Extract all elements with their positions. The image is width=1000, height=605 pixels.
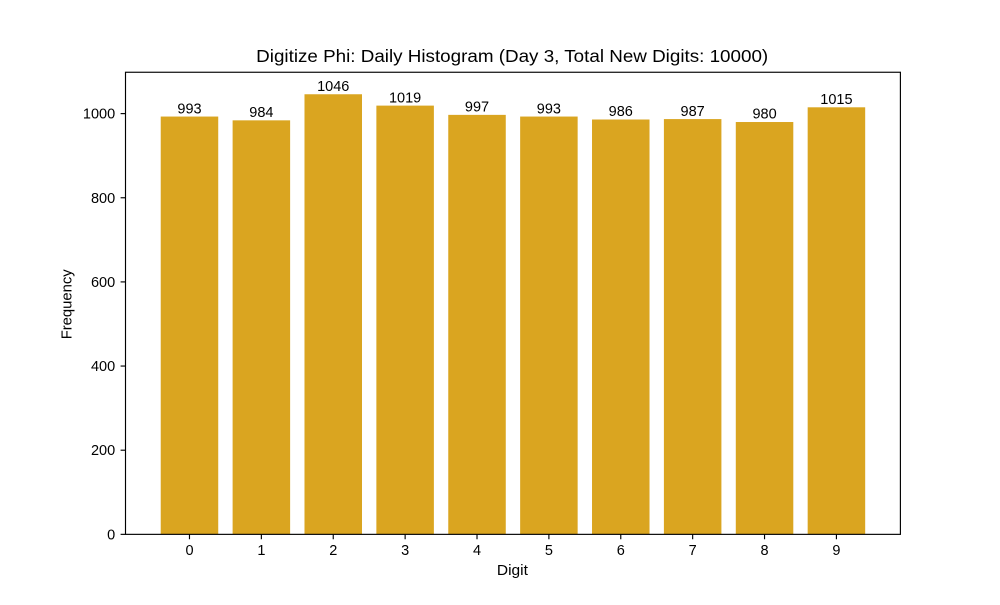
svg-text:980: 980 [752,107,776,123]
svg-text:3: 3 [401,543,409,559]
svg-text:9: 9 [832,543,840,559]
svg-text:1: 1 [257,543,265,559]
svg-text:997: 997 [465,100,489,116]
svg-text:984: 984 [249,105,273,121]
svg-text:993: 993 [177,101,201,117]
svg-text:1015: 1015 [820,92,852,108]
svg-text:0: 0 [185,543,193,559]
svg-text:800: 800 [91,191,115,207]
svg-text:400: 400 [91,359,115,375]
svg-text:4: 4 [473,543,481,559]
svg-text:Digitize Phi: Daily Histogram: Digitize Phi: Daily Histogram (Day 3, To… [256,46,768,66]
svg-text:987: 987 [681,104,705,120]
svg-text:1000: 1000 [83,107,115,123]
svg-text:1019: 1019 [389,90,421,106]
svg-text:5: 5 [545,543,553,559]
svg-text:993: 993 [537,101,561,117]
svg-text:8: 8 [761,543,769,559]
svg-text:600: 600 [91,275,115,291]
svg-text:Digit: Digit [497,563,528,579]
svg-text:Frequency: Frequency [60,269,76,340]
svg-text:2: 2 [329,543,337,559]
svg-text:0: 0 [107,527,115,543]
svg-text:7: 7 [689,543,697,559]
svg-text:986: 986 [609,104,633,120]
svg-text:1046: 1046 [317,79,349,95]
svg-text:200: 200 [91,443,115,459]
svg-text:6: 6 [617,543,625,559]
